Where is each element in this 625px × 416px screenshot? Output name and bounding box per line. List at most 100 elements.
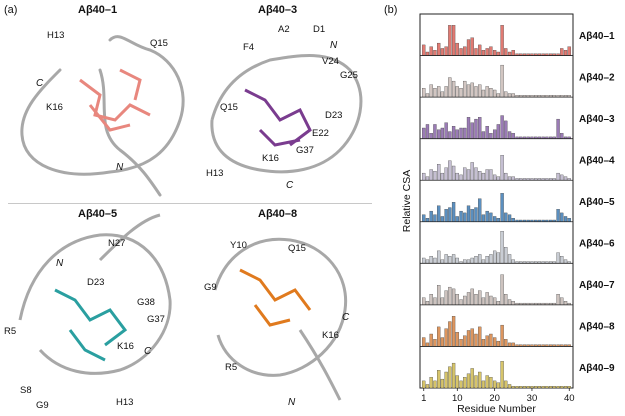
bar (455, 375, 459, 389)
bar (437, 250, 441, 264)
bar (500, 324, 504, 347)
bar (444, 290, 448, 306)
bar (496, 340, 501, 347)
residue-label: D23 (325, 110, 343, 121)
bar (492, 250, 497, 264)
bar (459, 127, 463, 139)
bar (507, 176, 512, 181)
bar (451, 254, 456, 264)
bar (429, 133, 433, 139)
bar (444, 254, 448, 264)
bar (444, 86, 448, 98)
bar (485, 292, 489, 306)
bar (485, 86, 489, 98)
bar (492, 380, 497, 389)
structure-5-sticks (54, 288, 128, 362)
bar (440, 337, 445, 347)
bar (481, 259, 486, 264)
bar (463, 295, 467, 306)
bar (440, 297, 445, 306)
bar (433, 297, 437, 306)
bar (481, 50, 486, 56)
bar (511, 133, 515, 139)
series-label: Aβ40–6 (579, 239, 615, 250)
bar (485, 126, 489, 139)
residue-label: Q15 (150, 38, 168, 49)
bar (489, 212, 493, 222)
bar (470, 82, 474, 98)
plot-frame (419, 13, 574, 389)
bar (440, 91, 445, 98)
bar (511, 176, 515, 181)
bar (470, 328, 474, 347)
bar (507, 93, 512, 98)
bar (492, 129, 497, 139)
bar (492, 174, 497, 181)
terminus-label: N (330, 40, 338, 51)
bar (463, 259, 467, 264)
bar (556, 118, 560, 139)
structure-8-sticks (239, 268, 312, 327)
x-tick-label: 20 (489, 393, 500, 404)
bar (511, 50, 515, 56)
bar (422, 337, 426, 347)
molecular-structures (18, 35, 363, 401)
bar (511, 259, 515, 264)
residue-label: E22 (312, 128, 329, 139)
bar (474, 294, 478, 306)
bar (448, 207, 452, 222)
bar (440, 172, 445, 181)
bar (459, 299, 463, 306)
bar (440, 48, 445, 56)
bar (511, 386, 515, 389)
bar (511, 218, 515, 222)
bar (563, 386, 568, 389)
bar (489, 295, 493, 306)
structure-8-ribbon (213, 237, 348, 401)
bar (478, 254, 482, 264)
bar (474, 167, 478, 181)
structure-5-ribbon (18, 213, 172, 375)
bar (560, 212, 564, 222)
bar (422, 172, 426, 181)
bar (440, 259, 445, 264)
series-label: Aβ40–8 (579, 322, 615, 333)
residue-label: H13 (116, 397, 134, 408)
bar (448, 160, 452, 181)
bar (474, 86, 478, 98)
residue-label: N27 (108, 238, 126, 249)
structure-1-sticks (79, 68, 151, 132)
bar (492, 89, 497, 98)
residue-label: Y10 (230, 240, 247, 251)
bar (515, 386, 519, 389)
terminus-label: C (144, 346, 152, 357)
bar (448, 366, 452, 389)
structure-title-5: Aβ40–5 (78, 208, 118, 220)
structure-1-ribbon (20, 35, 185, 197)
bar (448, 25, 452, 56)
bar (511, 342, 515, 347)
bar (429, 210, 433, 222)
bar (504, 91, 508, 98)
bar (470, 37, 474, 56)
bar (459, 380, 463, 389)
bar (489, 333, 493, 347)
bar (470, 257, 474, 264)
bar (448, 131, 452, 139)
bar (496, 252, 501, 264)
bar (526, 386, 530, 389)
bar (459, 174, 463, 181)
bar (448, 286, 452, 306)
structure-3-sticks (244, 88, 312, 147)
bar (560, 133, 564, 139)
bar (500, 155, 504, 181)
bar (474, 256, 478, 264)
x-tick-label: 40 (564, 393, 575, 404)
y-axis-label: Relative CSA (401, 170, 413, 232)
residue-label: R5 (225, 362, 238, 373)
bar (429, 333, 433, 347)
structure-3-ribbon (210, 54, 363, 174)
bar (455, 172, 459, 181)
bar (481, 89, 486, 98)
residue-label: F4 (243, 42, 255, 53)
